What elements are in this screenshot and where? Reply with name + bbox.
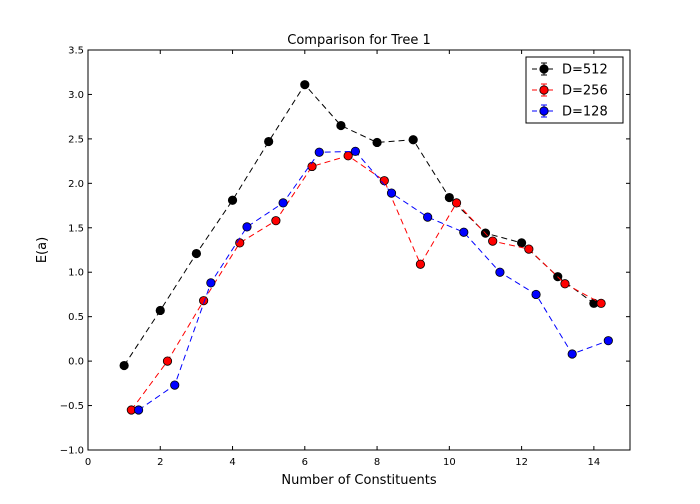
- legend-label: D=128: [562, 105, 608, 120]
- data-point: [408, 135, 418, 145]
- legend-item: D=128: [532, 104, 608, 120]
- data-point: [191, 248, 201, 259]
- data-point: [488, 236, 498, 246]
- x-tick-label: 14: [587, 457, 600, 468]
- data-point: [423, 212, 433, 222]
- x-tick-label: 2: [157, 457, 163, 468]
- x-tick-label: 12: [515, 457, 528, 468]
- data-point: [603, 336, 613, 346]
- x-tick-label: 0: [85, 457, 91, 468]
- data-point: [307, 161, 317, 172]
- x-tick-label: 8: [374, 457, 380, 468]
- legend-label: D=256: [562, 84, 608, 99]
- data-point: [495, 267, 505, 277]
- series-D=128: [133, 146, 613, 415]
- legend-item: D=512: [532, 62, 608, 78]
- data-point: [415, 259, 426, 269]
- data-point: [567, 349, 577, 359]
- y-tick-label: −0.5: [60, 401, 84, 412]
- data-point: [459, 227, 469, 237]
- y-tick-label: 0.0: [68, 357, 84, 368]
- data-point: [227, 195, 238, 205]
- data-point: [264, 136, 274, 147]
- data-point: [560, 279, 570, 289]
- y-tick-label: 3.5: [68, 46, 84, 57]
- data-point: [170, 380, 180, 390]
- legend-item: D=256: [532, 83, 608, 99]
- data-point: [278, 198, 288, 208]
- y-axis-label: E(a): [35, 237, 50, 263]
- series-line: [138, 150, 609, 411]
- data-point: [300, 80, 310, 90]
- data-point: [516, 238, 527, 248]
- series-line: [123, 83, 595, 366]
- x-tick-label: 6: [302, 457, 308, 468]
- data-point: [350, 146, 360, 156]
- plot-frame: [87, 49, 631, 451]
- x-tick-label: 10: [443, 457, 456, 468]
- data-point: [206, 278, 216, 288]
- data-point: [119, 360, 129, 371]
- data-point: [451, 198, 462, 208]
- y-tick-label: 0.5: [68, 312, 84, 323]
- y-tick-label: 1.0: [68, 268, 84, 279]
- data-point: [444, 192, 454, 203]
- series-D=256: [126, 151, 606, 415]
- legend-marker: [539, 64, 549, 74]
- y-tick-label: 2.5: [68, 134, 84, 145]
- data-point: [336, 120, 346, 131]
- y-tick-label: 1.5: [68, 223, 84, 234]
- data-point: [235, 238, 245, 248]
- ticks-layer: 0 2 4 6 8 10 12 14 −1.0 −0.5 0.0 0.5 1.0 1.5 2.0 2.5 3.0…: [60, 46, 630, 468]
- data-point: [379, 176, 389, 186]
- series-D=512: [119, 80, 599, 371]
- data-point: [271, 216, 281, 226]
- data-point: [372, 137, 382, 148]
- data-point: [524, 244, 534, 254]
- legend-marker: [539, 106, 549, 116]
- legend: D=512 D=256 D=128: [525, 56, 624, 124]
- data-point: [531, 289, 541, 300]
- x-axis-label: Number of Constituents: [281, 473, 436, 488]
- legend-label: D=512: [562, 63, 608, 78]
- chart-title: Comparison for Tree 1: [287, 33, 430, 48]
- data-point: [596, 298, 606, 308]
- data-point: [155, 305, 165, 316]
- data-point: [162, 356, 173, 366]
- legend-marker: [539, 85, 549, 95]
- series-line: [130, 155, 602, 411]
- series-layer: [119, 80, 613, 415]
- data-point: [133, 405, 144, 415]
- y-tick-label: 3.0: [68, 90, 84, 101]
- x-tick-label: 4: [229, 457, 235, 468]
- y-tick-label: 2.0: [68, 179, 84, 190]
- data-point: [242, 222, 252, 232]
- data-point: [314, 147, 324, 157]
- y-tick-label: −1.0: [60, 446, 84, 457]
- data-point: [386, 188, 397, 198]
